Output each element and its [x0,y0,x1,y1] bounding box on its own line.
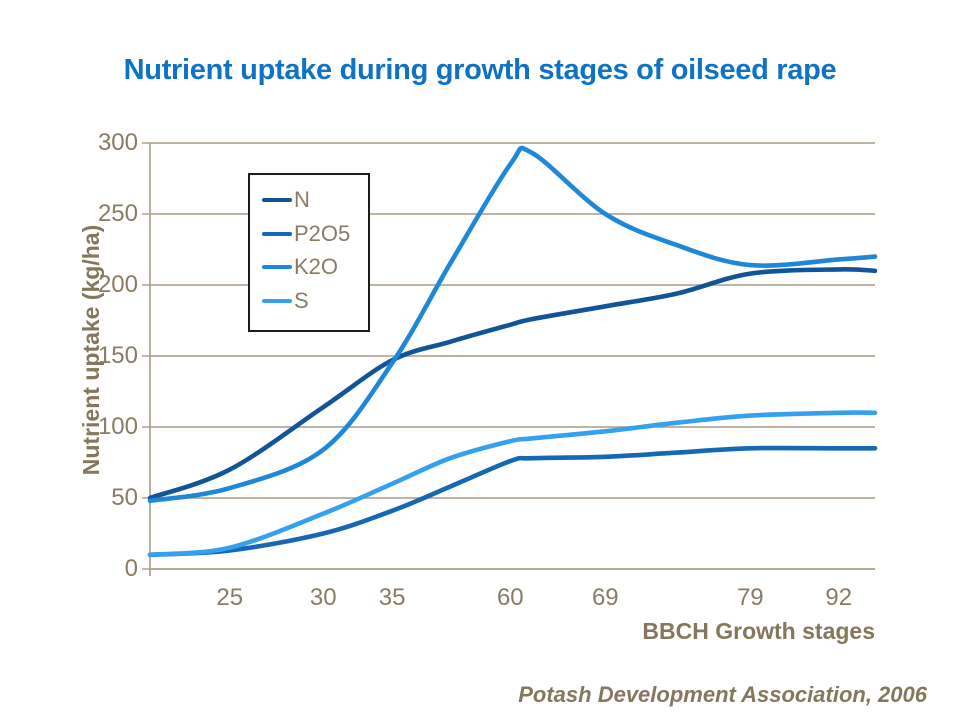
legend-item: P2O5 [262,221,364,247]
x-tick-label: 25 [216,584,244,611]
x-tick-label: 92 [825,584,853,611]
y-tick-label: 150 [97,342,138,369]
y-tick-label: 200 [97,271,138,298]
legend-swatch [262,265,292,270]
x-tick-label: 30 [309,584,337,611]
legend: N P2O5 K2O S [248,173,370,332]
x-tick-label: 69 [591,584,619,611]
x-tick-label: 35 [378,584,406,611]
legend-swatch [262,198,292,202]
footer-credit: Potash Development Association, 2006 [518,682,927,707]
legend-swatch [262,231,292,236]
x-axis-title: BBCH Growth stages [642,618,875,644]
legend-label: P2O5 [294,220,351,246]
y-tick-label: 50 [111,484,138,511]
series-line-S [147,410,878,558]
legend-label: S [294,287,309,313]
series-line-P2O5 [147,445,878,558]
legend-label: K2O [294,254,339,280]
legend-label: N [294,187,310,212]
y-tick-label: 0 [124,555,138,582]
series-line-N [147,267,878,501]
series-line-K2O [147,145,878,504]
y-axis-title: Nutrient uptake (kg/ha) [78,224,104,476]
legend-item: S [262,288,364,314]
x-tick-label: 60 [496,584,524,611]
legend-item: K2O [262,254,364,280]
chart-title: Nutrient uptake during growth stages of … [123,54,837,86]
y-tick-label: 250 [97,200,138,227]
legend-item: N [262,187,364,213]
x-tick-label: 79 [736,584,764,611]
legend-swatch [262,298,292,303]
y-tick-label: 300 [97,129,138,156]
y-tick-label: 100 [97,413,138,440]
